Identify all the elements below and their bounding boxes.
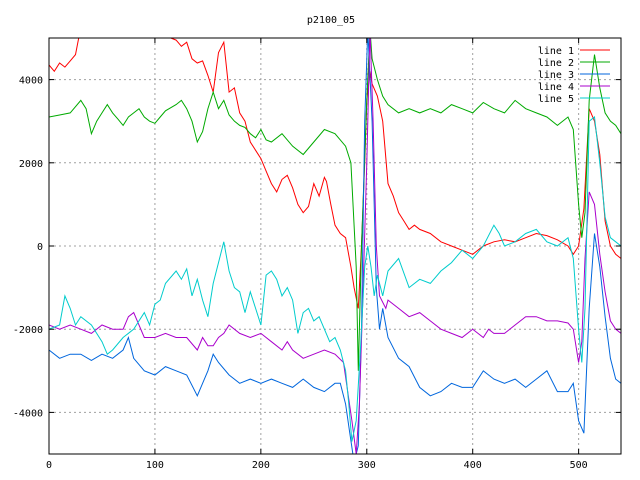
y-tick-label: 2000 (19, 159, 43, 170)
legend-label-5: line 5 (538, 94, 574, 105)
y-tick-label: -4000 (13, 408, 43, 419)
series-line-1 (49, 38, 621, 309)
series-line-3 (49, 38, 621, 454)
series-line-5 (49, 116, 621, 442)
series-line-4 (49, 38, 621, 454)
x-tick-label: 0 (46, 460, 52, 471)
legend-label-1: line 1 (538, 46, 574, 57)
x-tick-label: 300 (358, 460, 376, 471)
legend-label-2: line 2 (538, 58, 574, 69)
y-tick-label: 4000 (19, 76, 43, 87)
x-tick-label: 100 (146, 460, 164, 471)
y-tick-label: 0 (37, 242, 43, 253)
x-tick-label: 200 (252, 460, 270, 471)
grid-lines (49, 38, 621, 454)
plot-series (49, 38, 621, 454)
y-tick-label: -2000 (13, 325, 43, 336)
legend-label-4: line 4 (538, 82, 574, 93)
legend-label-3: line 3 (538, 70, 574, 81)
axis-ticks: 0 100 200 300 400 500 -4000 -2000 0 2000 4000 (13, 38, 621, 471)
x-tick-label: 400 (464, 460, 482, 471)
x-tick-label: 500 (570, 460, 588, 471)
chart-title: p2100_05 (307, 15, 355, 26)
series-line-2 (49, 38, 621, 371)
